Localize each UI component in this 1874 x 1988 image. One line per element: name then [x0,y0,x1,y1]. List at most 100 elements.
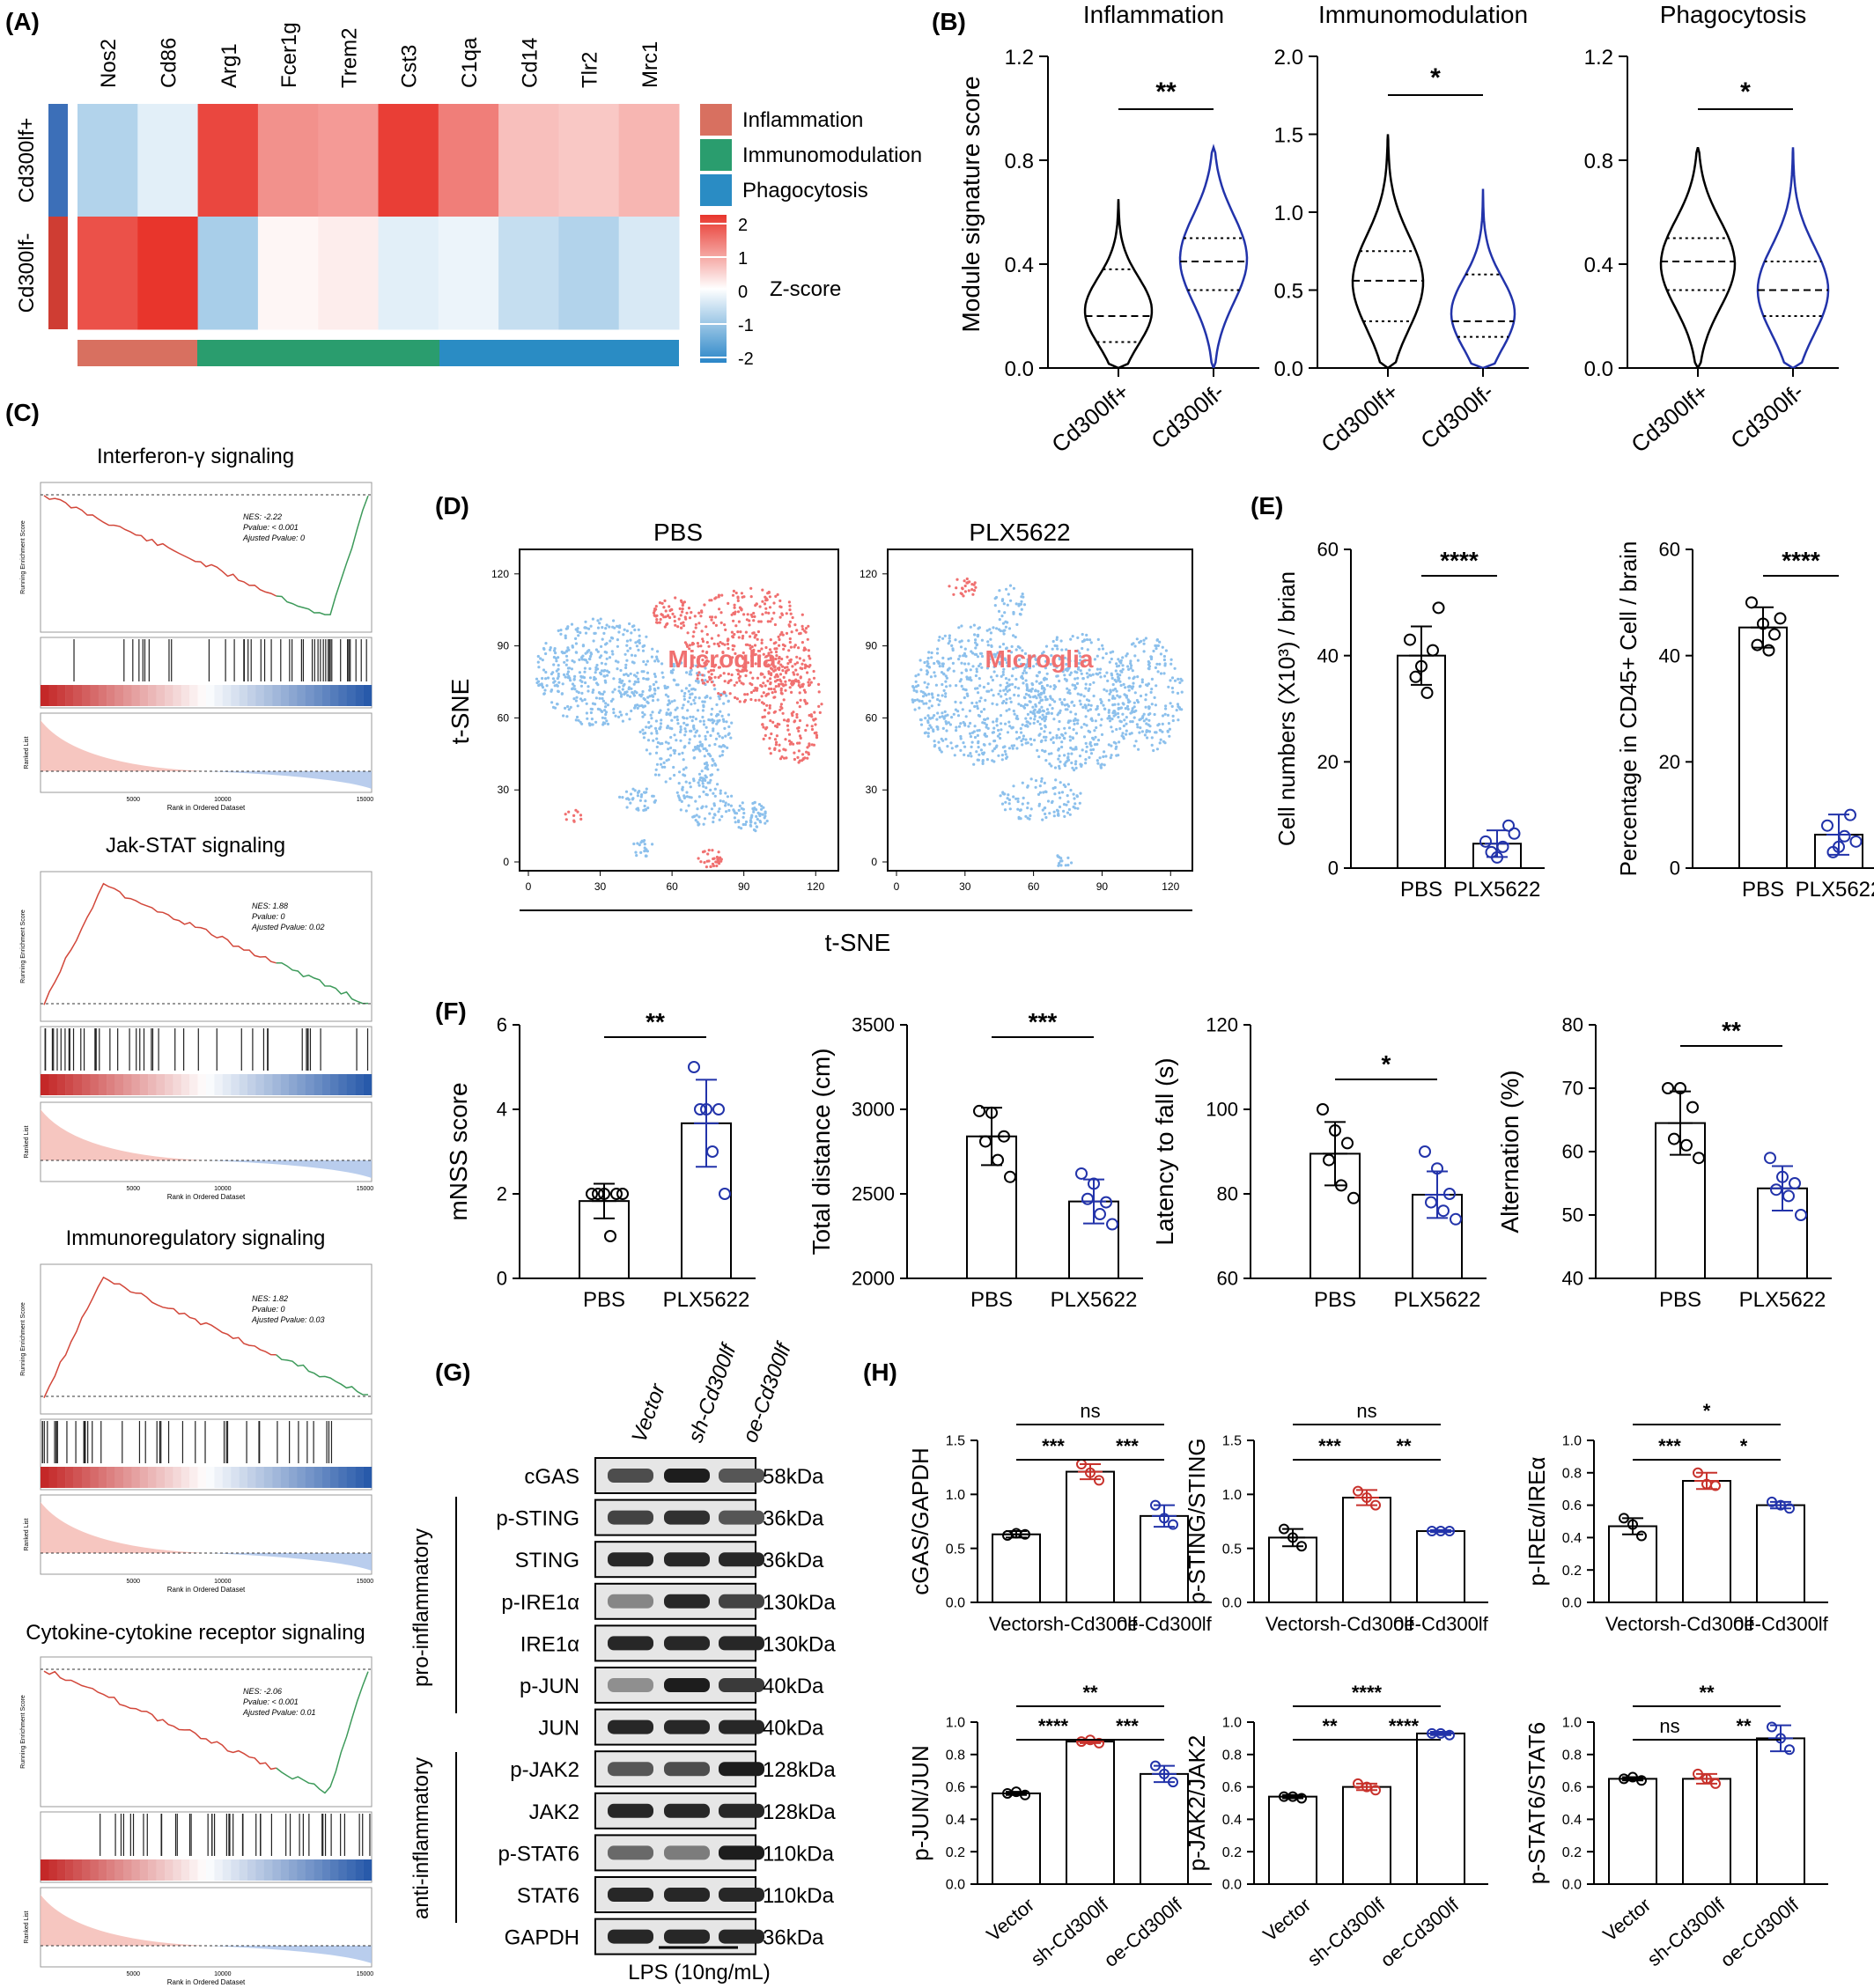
tsne-point [1014,797,1018,800]
tsne-point [966,694,970,698]
heatmap-cell [618,104,680,217]
tsne-point [1066,708,1069,711]
tsne-point [572,814,576,818]
tsne-point [1066,752,1070,755]
tsne-point [1066,811,1070,814]
tsne-point [569,705,572,710]
tsne-point [1110,696,1115,700]
gsea-rank-cell [189,1467,198,1488]
tsne-point [760,685,764,688]
tsne-point [986,644,990,647]
tsne-point [1040,684,1044,688]
tsne-point [1026,658,1029,661]
tsne-point [1033,718,1037,721]
tsne-point [992,740,996,743]
bar-y-tick-label: 70 [1562,1078,1583,1100]
gsea-rank-cell [41,1467,49,1488]
tsne-point [801,613,804,616]
tsne-point [632,842,636,846]
cluster-label-pbs: Microglia [668,645,777,673]
tsne-point [1049,685,1052,688]
tsne-point [1064,784,1067,789]
tsne-point [1107,698,1110,702]
tsne-point [813,732,816,735]
gsea-rank-cell [131,1467,140,1488]
tsne-point [967,589,970,593]
tsne-point [572,819,576,822]
tsne-point [991,759,994,762]
tsne-point [1045,683,1049,688]
tsne-point [675,791,679,794]
tsne-point [933,714,936,718]
tsne-point [633,789,637,792]
tsne-point [959,592,963,595]
data-point [1168,1519,1178,1530]
tsne-point [752,650,756,654]
tsne-point [938,716,941,719]
gsea-es-curve-red [43,882,277,1005]
tsne-point [628,680,631,683]
tsne-point [572,684,576,688]
gsea-rank-cell [189,1074,198,1095]
tsne-point [930,651,933,655]
tsne-point [1146,736,1149,740]
heatmap-gene-labels: Nos2 Cd86 Arg1 Fcer1g Trem2 Cst3 C1qa Cd14 Tlr2 M… [97,22,662,88]
tsne-point [629,638,632,642]
tsne-point [617,685,621,689]
tsne-point [705,725,708,729]
bar [1068,1200,1119,1280]
tsne-point [1012,784,1015,788]
tsne-point [564,650,569,653]
tsne-point [611,652,615,656]
bar-y-tick-label: 40 [1562,1268,1583,1290]
tsne-point [542,646,546,651]
tsne-point [927,692,931,696]
tsne-point [767,711,771,715]
tsne-point [1084,715,1088,718]
data-point [1088,1177,1100,1190]
bar-category-label: oe-Cd300lf [1733,1613,1829,1635]
tsne-point [605,642,609,645]
tsne-point [557,672,560,676]
bar-category-label: PBS [1742,878,1784,902]
tsne-point [598,696,601,700]
tsne-point [775,674,778,677]
tsne-point [1180,690,1184,694]
tsne-point [954,700,957,704]
gsea-rank-cell [165,1467,173,1488]
tsne-point [741,651,745,655]
tsne-point [817,690,821,694]
legend-label-phagocytosis: Phagocytosis [742,179,868,202]
tsne-point [938,747,941,750]
significance-label: * [1430,63,1441,92]
tsne-point [719,799,722,803]
tsne-point [579,631,582,635]
tsne-point [934,683,938,687]
gsea-rank-cell [231,1859,240,1881]
tsne-point [999,683,1002,687]
tsne-point [673,716,676,719]
gsea-ranked-positive [41,1109,206,1160]
tsne-point [928,724,932,727]
tsne-point [1122,682,1125,687]
gsea-ranked-negative [206,771,372,789]
tsne-point [555,659,558,663]
gsea-rank-cell [363,1859,373,1881]
tsne-point [808,678,811,681]
tsne-point [1040,777,1044,781]
tsne-point [784,688,787,692]
tsne-point [717,810,720,814]
tsne-point [995,719,999,723]
tsne-point [601,710,604,714]
gsea-rank-cell [206,1467,215,1488]
data-point [1094,1208,1106,1221]
gsea-ranked-axis-label: Ranked List [24,1518,30,1550]
tsne-point [957,626,961,630]
gsea-rank-cell [173,1859,181,1881]
tsne-point [971,593,975,596]
bar-y-tick-label: 0.4 [1222,1813,1242,1828]
tsne-point [1127,701,1131,704]
gsea-rank-cell [139,1467,149,1488]
tsne-point [612,711,616,715]
tsne-point [579,684,584,688]
